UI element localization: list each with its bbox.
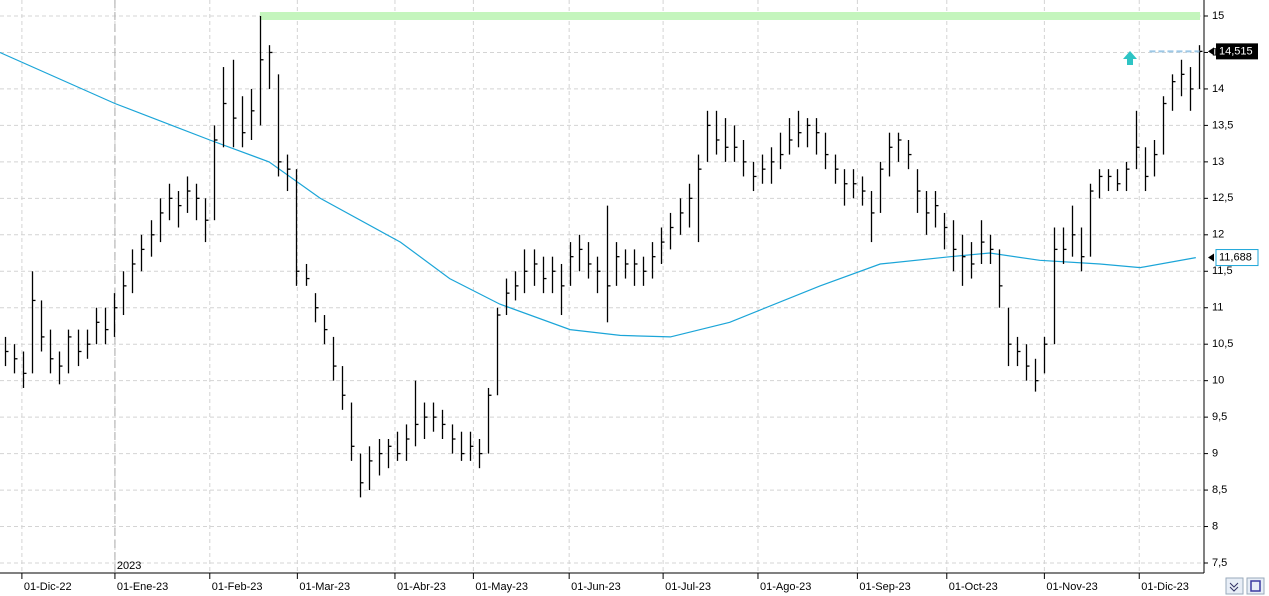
x-tick-label: 01-Feb-23 xyxy=(212,581,263,593)
scroll-icon xyxy=(1229,582,1239,592)
y-tick-label: 13,5 xyxy=(1212,119,1233,131)
x-tick-label: 01-Jun-23 xyxy=(571,581,621,593)
x-tick-label: 01-Jul-23 xyxy=(665,581,711,593)
y-tick-label: 14 xyxy=(1212,83,1224,95)
x-tick-label: 01-Dic-23 xyxy=(1141,581,1189,593)
x-tick-label: 01-Dic-22 xyxy=(24,581,72,593)
save-icon xyxy=(1250,580,1261,592)
ma-pointer xyxy=(1208,253,1214,262)
x-tick-label: 01-May-23 xyxy=(475,581,528,593)
y-tick-label: 11 xyxy=(1212,302,1223,314)
x-tick-label: 01-Nov-23 xyxy=(1046,581,1097,593)
y-tick-label: 9,5 xyxy=(1212,411,1227,423)
x-tick-label: 01-Abr-23 xyxy=(397,581,446,593)
y-tick-label: 13 xyxy=(1212,156,1224,168)
y-tick-label: 12 xyxy=(1212,229,1224,241)
y-tick-label: 9 xyxy=(1212,448,1218,460)
year-label: 2023 xyxy=(117,560,141,572)
y-tick-label: 7,5 xyxy=(1212,557,1227,569)
last-price-pointer xyxy=(1208,47,1214,56)
y-tick-label: 15 xyxy=(1212,10,1224,22)
moving-average-line xyxy=(0,51,1196,338)
y-tick-label: 8 xyxy=(1212,520,1218,532)
y-tick-label: 10,5 xyxy=(1212,338,1233,350)
y-tick-label: 11,5 xyxy=(1212,265,1233,277)
x-tick-label: 01-Oct-23 xyxy=(949,581,998,593)
last-price-label: 14,515 xyxy=(1219,45,1253,57)
y-tick-label: 8,5 xyxy=(1212,484,1227,496)
x-tick-label: 01-Sep-23 xyxy=(859,581,910,593)
last-price-box xyxy=(1216,43,1258,60)
y-tick-label: 12,5 xyxy=(1212,192,1233,204)
resistance-band xyxy=(259,12,1200,20)
x-tick-label: 01-Ene-23 xyxy=(117,581,168,593)
up-arrow-icon xyxy=(1123,51,1137,65)
ma-box xyxy=(1215,249,1259,267)
x-tick-label: 01-Mar-23 xyxy=(299,581,350,593)
x-tick-label: 01-Ago-23 xyxy=(760,581,811,593)
y-tick-label: 10 xyxy=(1212,375,1224,387)
ma-label: 11,688 xyxy=(1219,251,1252,263)
